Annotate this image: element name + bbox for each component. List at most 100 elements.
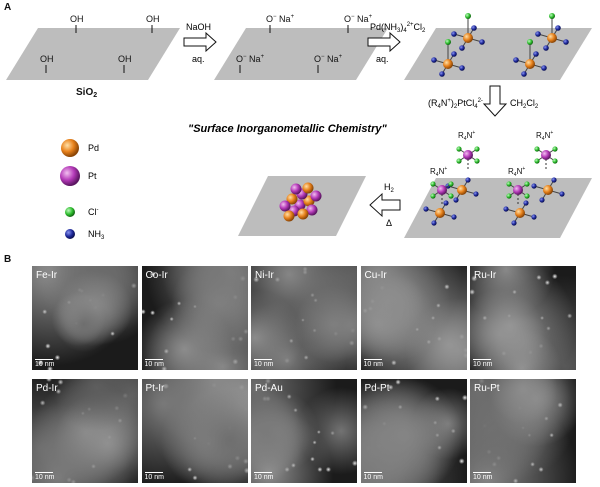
nh3-ligand: [555, 25, 561, 31]
scale-bar-label: 10 nm: [35, 361, 55, 368]
nh3-ligand: [521, 71, 527, 77]
cl-ligand: [474, 146, 480, 152]
reaction-arrow-3: [482, 85, 508, 117]
nh3-ligand: [539, 197, 545, 203]
cl-ligand: [534, 158, 540, 164]
nh3-ligand: [543, 45, 549, 51]
scale-bar: [254, 472, 272, 473]
tem-sample-label: Pd-Au: [255, 383, 283, 394]
nh3-ligand: [533, 51, 539, 57]
silanolate-label: O− Na+: [236, 54, 265, 64]
cl-ligand: [524, 181, 530, 187]
nh3-ligand: [503, 206, 509, 212]
pt-atom: [310, 190, 322, 202]
silanolate-label: O− Na+: [314, 54, 343, 64]
pd-atom: [543, 185, 553, 195]
tem-sample-label: Ru-Pt: [474, 383, 500, 394]
pd-atom: [515, 208, 525, 218]
tem-sample-label: Pt-Ir: [145, 383, 165, 394]
r4n-label: R4N+: [458, 130, 475, 142]
legend-marker: [65, 229, 75, 239]
pd-atom: [463, 33, 473, 43]
tem-image-tile: Pd-Pt 10 nm: [360, 379, 467, 483]
cl-ligand: [445, 39, 451, 45]
scale-bar: [35, 472, 53, 473]
silica-surface-4: [404, 178, 592, 238]
cl-ligand: [534, 146, 540, 152]
tem-sample-label: Co-Ir: [145, 270, 168, 281]
pd-atom: [297, 208, 309, 220]
cl-ligand: [430, 193, 436, 199]
scale-bar-label: 10 nm: [254, 361, 274, 368]
cl-ligand: [506, 181, 512, 187]
scale-bar-label: 10 nm: [144, 474, 164, 481]
cl-ligand: [524, 193, 530, 199]
nh3-ligand: [431, 220, 437, 226]
scheme-title: "Surface Inorganometallic Chemistry": [188, 123, 387, 135]
oh-label: OH: [70, 14, 84, 24]
tem-sample-label: Fe-Ir: [36, 270, 58, 281]
reagent-pd: Pd(NH3)42+Cl2: [370, 22, 426, 34]
nh3-ligand: [563, 39, 569, 45]
scale-bar-label: 10 nm: [144, 361, 164, 368]
scale-bar-label: 10 nm: [363, 474, 383, 481]
silica-surface-1: [6, 28, 180, 80]
pd-atom: [457, 185, 467, 195]
nh3-ligand: [523, 200, 529, 206]
r4n-label: R4N+: [508, 166, 525, 178]
scale-bar: [254, 359, 272, 360]
scale-bar: [473, 472, 491, 473]
pt-atom: [541, 150, 551, 160]
nh3-ligand: [535, 31, 541, 37]
legend-marker: [65, 207, 75, 217]
legend-label: Pt: [88, 171, 97, 181]
pd-atom: [443, 59, 453, 69]
reagent-aq-2: aq.: [376, 54, 389, 64]
support-label: SiO2: [76, 87, 97, 99]
nh3-ligand: [551, 177, 557, 183]
legend-label: Pd: [88, 143, 99, 153]
tem-sample-label: Pd-Ir: [36, 383, 58, 394]
legend-marker: [61, 139, 79, 157]
pt-atom: [437, 185, 447, 195]
scale-bar: [473, 359, 491, 360]
tem-sample-label: Cu-Ir: [364, 270, 387, 281]
nh3-ligand: [453, 197, 459, 203]
legend-label: NH3: [88, 229, 105, 241]
nh3-ligand: [443, 200, 449, 206]
pt-pd-complex-layer: [423, 146, 565, 226]
oh-label: OH: [40, 54, 54, 64]
reagent-h2: H2: [384, 182, 395, 194]
cl-ligand: [456, 158, 462, 164]
pt-atom: [306, 204, 318, 216]
scale-bar-label: 10 nm: [35, 474, 55, 481]
r4n-label: R4N+: [536, 130, 553, 142]
tem-image-tile: Ni-Ir 10 nm: [251, 266, 357, 370]
pd-atom: [435, 208, 445, 218]
scale-bar: [144, 472, 163, 473]
scale-bar-label: 10 nm: [254, 474, 274, 481]
nh3-ligand: [451, 214, 457, 220]
tem-image-grid: Fe-Ir 10 nm Co-Ir 10 nm Ni-Ir 10 nm Cu-Ir 10 nm…: [32, 266, 576, 484]
nh3-ligand: [423, 206, 429, 212]
scale-bar-label: 10 nm: [363, 361, 383, 368]
cl-ligand: [527, 39, 533, 45]
nh3-ligand: [471, 25, 477, 31]
scheme-diagram: OH OH OH OH SiO2 NaOH aq. O− Na+ O− Na+ …: [6, 13, 592, 241]
legend: Pd Pt Cl- NH3: [60, 139, 105, 241]
scale-bar: [144, 359, 163, 360]
pt-atom: [463, 150, 473, 160]
pd-atom: [302, 182, 314, 194]
tem-image-tile: Ru-Pt 10 nm: [470, 379, 576, 483]
cl-ligand: [430, 181, 436, 187]
oh-label: OH: [118, 54, 132, 64]
reagent-heat: Δ: [386, 218, 392, 228]
panel-b-label: B: [4, 254, 12, 265]
nh3-ligand: [465, 177, 471, 183]
nh3-ligand: [531, 183, 537, 189]
reagent-naoh: NaOH: [186, 22, 211, 32]
reagent-solvent: CH2Cl2: [510, 98, 539, 110]
silanolate-label: O− Na+: [344, 14, 373, 24]
pd-atom: [283, 210, 295, 222]
legend-marker: [60, 166, 80, 186]
